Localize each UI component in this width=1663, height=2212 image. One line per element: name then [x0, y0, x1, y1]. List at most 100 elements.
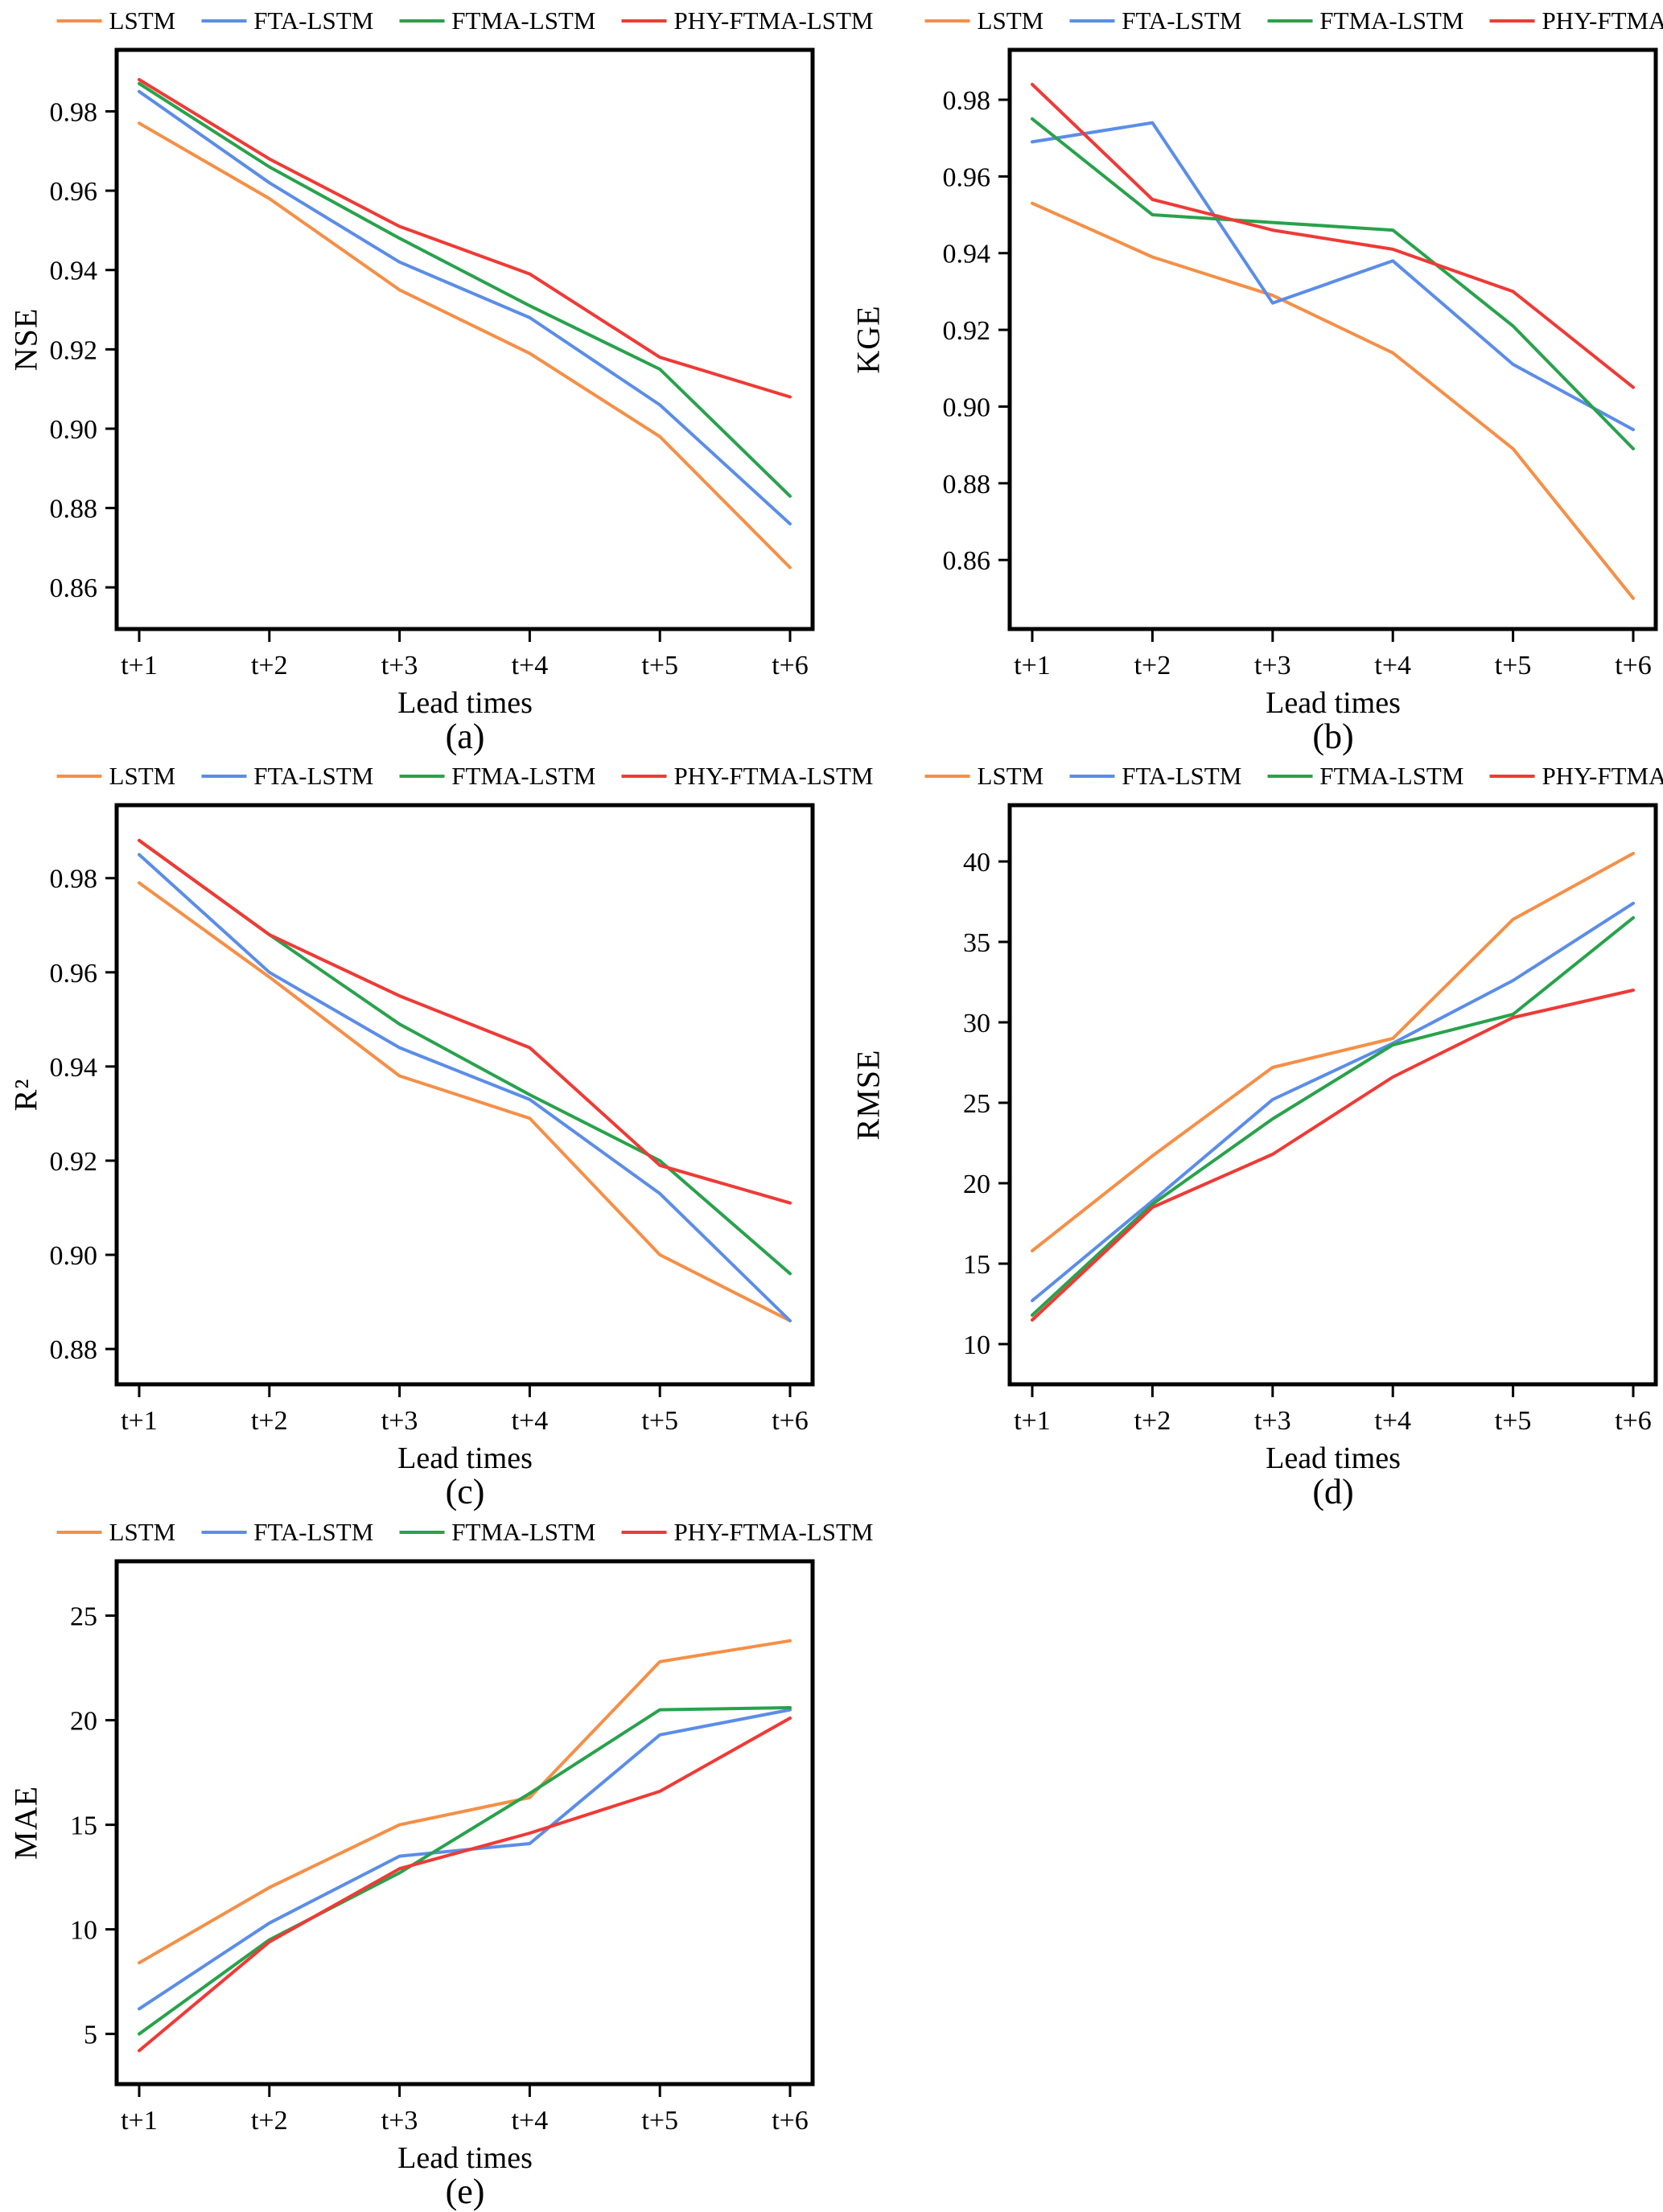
- series-line-FTA-LSTM: [1031, 121, 1635, 432]
- legend-item-PHY-FTMA-LSTM: PHY-FTMA-LSTM: [621, 1518, 873, 1547]
- chart-panel-a: LSTM FTA-LSTM FTMA-LSTM PHY-FTMA-LSTM 0.86 0…: [0, 0, 874, 756]
- y-tick-label: 0.96: [943, 162, 991, 192]
- y-tick-label: 30: [963, 1009, 990, 1038]
- legend-line-swatch: [399, 775, 445, 778]
- legend: LSTM FTA-LSTM FTMA-LSTM PHY-FTMA-LSTM: [56, 762, 873, 791]
- series-line-FTMA-LSTM: [138, 1706, 792, 2036]
- legend: LSTM FTA-LSTM FTMA-LSTM PHY-FTMA-LSTM: [924, 6, 1663, 35]
- legend-label: LSTM: [109, 762, 176, 790]
- series-line-PHY-FTMA-LSTM: [1031, 989, 1635, 1322]
- x-tick-label: t+6: [1615, 1406, 1652, 1436]
- y-tick-label: 0.98: [943, 86, 991, 116]
- y-tick-label: 0.96: [50, 177, 98, 207]
- x-tick-label: t+6: [772, 651, 809, 680]
- x-axis-title: Lead times: [397, 1441, 533, 1475]
- legend-item-LSTM: LSTM: [56, 6, 176, 35]
- y-tick-label: 15: [963, 1250, 990, 1280]
- x-tick-label: t+2: [251, 2106, 288, 2136]
- x-tick-label: t+3: [381, 2106, 418, 2136]
- y-tick-label: 0.92: [50, 335, 98, 365]
- legend-item-FTMA-LSTM: FTMA-LSTM: [1267, 6, 1463, 35]
- y-tick-label: 0.96: [50, 959, 98, 989]
- y-tick-label: 0.94: [50, 1053, 98, 1083]
- plot-area: 10 15 20 25 30 35 40 t+1 t+2 t+3 t+4 t+5 t+6: [963, 803, 1658, 1436]
- plot-area: 0.86 0.88 0.90 0.92 0.94 0.96 0.98 t+1 t+2 t+3 t+4…: [50, 47, 815, 680]
- plot-area: 0.86 0.88 0.90 0.92 0.94 0.96 0.98 t+1 t+2 t+3 t+4…: [943, 47, 1658, 680]
- legend: LSTM FTA-LSTM FTMA-LSTM PHY-FTMA-LSTM: [924, 762, 1663, 791]
- x-tick-label: t+3: [1254, 1406, 1291, 1436]
- legend-item-PHY-FTMA-LSTM: PHY-FTMA-LSTM: [621, 762, 873, 791]
- x-tick-label: t+3: [381, 1406, 418, 1436]
- x-axis-title: Lead times: [1266, 1441, 1401, 1475]
- legend-label: FTMA-LSTM: [451, 762, 596, 790]
- x-tick-label: t+1: [1014, 651, 1051, 680]
- legend-label: FTA-LSTM: [253, 6, 374, 35]
- panel-label: (d): [1312, 1472, 1354, 1511]
- y-tick-label: 0.88: [50, 495, 98, 524]
- chart-panel-e: LSTM FTA-LSTM FTMA-LSTM PHY-FTMA-LSTM 5 10 15…: [0, 1511, 874, 2211]
- y-tick-label: 0.90: [50, 415, 98, 445]
- x-tick-label: t+4: [1374, 651, 1411, 680]
- y-tick-label: 20: [70, 1707, 97, 1737]
- legend-line-swatch: [621, 19, 667, 23]
- series-line-LSTM: [138, 881, 792, 1322]
- legend-item-PHY-FTMA-LSTM: PHY-FTMA-LSTM: [1489, 762, 1663, 791]
- y-tick-label: 0.92: [943, 316, 991, 346]
- plot-area: 5 10 15 20 25 t+1 t+2 t+3 t+4 t+5 t+6: [70, 1559, 815, 2136]
- y-axis-title: MAE: [7, 1786, 44, 1860]
- legend-label: FTA-LSTM: [1122, 762, 1242, 790]
- legend-label: PHY-FTMA-LSTM: [673, 762, 874, 790]
- legend-item-LSTM: LSTM: [924, 6, 1044, 35]
- x-tick-label: t+2: [1134, 651, 1171, 680]
- legend: LSTM FTA-LSTM FTMA-LSTM PHY-FTMA-LSTM: [56, 1518, 873, 1547]
- y-axis-title: KGE: [850, 305, 887, 374]
- x-tick-label: t+3: [1254, 651, 1291, 680]
- legend-label: LSTM: [977, 6, 1044, 35]
- legend-label: LSTM: [109, 6, 176, 35]
- legend-item-FTA-LSTM: FTA-LSTM: [1069, 762, 1241, 791]
- legend-line-swatch: [399, 19, 445, 23]
- legend-line-swatch: [1069, 19, 1115, 23]
- chart-panel-d: LSTM FTA-LSTM FTMA-LSTM PHY-FTMA-LSTM 10 15 2…: [831, 750, 1663, 1511]
- panel-label: (c): [445, 1472, 485, 1511]
- plot-frame: [114, 47, 815, 631]
- y-tick-label: 0.86: [943, 546, 991, 576]
- x-tick-label: t+2: [251, 651, 288, 680]
- series-line-PHY-FTMA-LSTM: [138, 838, 792, 1205]
- y-tick-label: 0.92: [50, 1147, 98, 1177]
- plot-frame: [1007, 47, 1658, 631]
- y-tick-label: 25: [963, 1089, 990, 1119]
- x-tick-label: t+5: [641, 2106, 678, 2136]
- x-tick-label: t+1: [121, 651, 158, 680]
- legend-label: PHY-FTMA-LSTM: [1542, 6, 1663, 35]
- legend-label: FTMA-LSTM: [451, 6, 596, 35]
- y-tick-label: 0.88: [50, 1335, 98, 1365]
- legend-line-swatch: [1267, 775, 1313, 778]
- y-axis-title: RMSE: [850, 1049, 887, 1141]
- y-axis-title: NSE: [7, 307, 44, 372]
- x-tick-label: t+5: [1495, 1406, 1532, 1436]
- series-line-LSTM: [1031, 201, 1635, 600]
- y-tick-label: 15: [70, 1811, 97, 1841]
- series-line-LSTM: [138, 121, 792, 569]
- legend-item-FTMA-LSTM: FTMA-LSTM: [399, 1518, 595, 1547]
- legend-label: PHY-FTMA-LSTM: [673, 1518, 874, 1546]
- series-line-LSTM: [138, 1638, 792, 1965]
- x-tick-label: t+2: [251, 1406, 288, 1436]
- legend-line-swatch: [1267, 19, 1313, 23]
- series-line-PHY-FTMA-LSTM: [138, 1717, 792, 2053]
- x-tick-label: t+3: [381, 651, 418, 680]
- chart-panel-c: LSTM FTA-LSTM FTMA-LSTM PHY-FTMA-LSTM 0.88 0…: [0, 750, 874, 1511]
- legend-label: LSTM: [977, 762, 1044, 790]
- legend-line-swatch: [1489, 775, 1535, 778]
- legend-line-swatch: [399, 1531, 445, 1534]
- legend-label: FTMA-LSTM: [451, 1518, 596, 1546]
- x-tick-label: t+4: [512, 1406, 549, 1436]
- y-tick-label: 25: [70, 1602, 97, 1632]
- x-tick-label: t+6: [772, 2106, 809, 2136]
- legend: LSTM FTA-LSTM FTMA-LSTM PHY-FTMA-LSTM: [56, 6, 873, 35]
- legend-item-FTA-LSTM: FTA-LSTM: [201, 6, 373, 35]
- series-line-FTMA-LSTM: [1031, 117, 1635, 450]
- plot-frame: [1007, 803, 1658, 1387]
- legend-line-swatch: [1489, 19, 1535, 23]
